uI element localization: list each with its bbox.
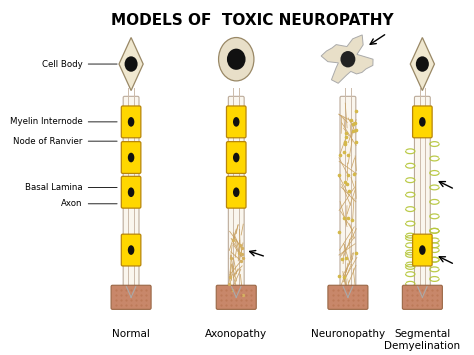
Ellipse shape bbox=[128, 245, 134, 255]
FancyBboxPatch shape bbox=[328, 285, 368, 309]
FancyBboxPatch shape bbox=[121, 176, 141, 208]
FancyBboxPatch shape bbox=[227, 142, 246, 174]
FancyBboxPatch shape bbox=[412, 234, 432, 266]
Text: Basal Lamina: Basal Lamina bbox=[25, 183, 117, 192]
FancyBboxPatch shape bbox=[228, 96, 244, 287]
Text: MODELS OF  TOXIC NEUROPATHY: MODELS OF TOXIC NEUROPATHY bbox=[111, 13, 393, 28]
Polygon shape bbox=[119, 38, 143, 91]
Ellipse shape bbox=[128, 117, 134, 127]
Ellipse shape bbox=[416, 56, 429, 72]
Ellipse shape bbox=[233, 117, 239, 127]
FancyBboxPatch shape bbox=[402, 285, 442, 309]
Ellipse shape bbox=[227, 49, 246, 70]
Text: Axonopathy: Axonopathy bbox=[205, 329, 267, 339]
Polygon shape bbox=[410, 38, 435, 91]
Ellipse shape bbox=[219, 38, 254, 81]
FancyBboxPatch shape bbox=[216, 285, 256, 309]
Polygon shape bbox=[321, 35, 373, 83]
Ellipse shape bbox=[125, 56, 137, 72]
Ellipse shape bbox=[419, 117, 426, 127]
FancyBboxPatch shape bbox=[121, 142, 141, 174]
Text: Axon: Axon bbox=[61, 199, 117, 208]
Ellipse shape bbox=[233, 153, 239, 162]
Text: Cell Body: Cell Body bbox=[42, 60, 117, 69]
Ellipse shape bbox=[419, 245, 426, 255]
Ellipse shape bbox=[128, 153, 134, 162]
Text: Node of Ranvier: Node of Ranvier bbox=[13, 137, 117, 146]
Text: Segmental
Demyelination: Segmental Demyelination bbox=[384, 329, 460, 351]
Text: Normal: Normal bbox=[112, 329, 150, 339]
FancyBboxPatch shape bbox=[412, 106, 432, 138]
FancyBboxPatch shape bbox=[111, 285, 151, 309]
Ellipse shape bbox=[233, 187, 239, 197]
FancyBboxPatch shape bbox=[227, 176, 246, 208]
FancyBboxPatch shape bbox=[414, 96, 430, 287]
Text: Neuronopathy: Neuronopathy bbox=[311, 329, 385, 339]
FancyBboxPatch shape bbox=[121, 106, 141, 138]
Ellipse shape bbox=[128, 187, 134, 197]
FancyBboxPatch shape bbox=[123, 96, 139, 287]
Text: Myelin Internode: Myelin Internode bbox=[10, 118, 117, 126]
FancyBboxPatch shape bbox=[227, 106, 246, 138]
FancyBboxPatch shape bbox=[121, 234, 141, 266]
Ellipse shape bbox=[340, 51, 356, 67]
FancyBboxPatch shape bbox=[340, 96, 356, 287]
